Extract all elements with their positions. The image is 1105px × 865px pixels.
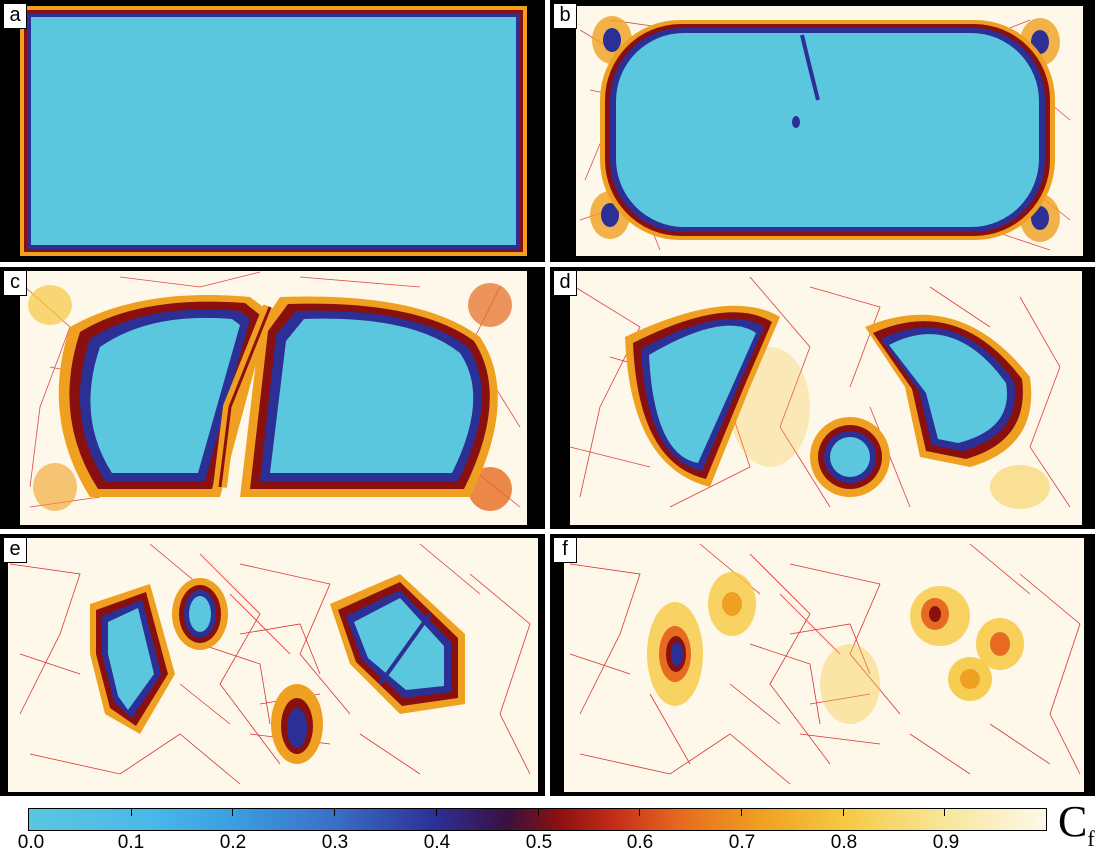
panel-f-image <box>564 538 1084 792</box>
colorbar-tick-label: 0.6 <box>626 832 654 853</box>
colorbar-tick-label: 0.9 <box>932 832 960 853</box>
panel-e-label: e <box>3 537 27 563</box>
colorbar-tick <box>435 809 437 816</box>
panel-b: b <box>550 0 1095 262</box>
panel-d-image <box>569 271 1082 525</box>
colorbar-tick-label: 0.0 <box>17 832 45 853</box>
panel-b-image <box>576 6 1083 256</box>
colorbar-title-main: C <box>1058 797 1088 846</box>
colorbar-title: Cf <box>1058 800 1095 861</box>
colorbar-tick-label: 0.1 <box>117 832 145 853</box>
colorbar-tick-label: 0.8 <box>830 832 858 853</box>
colorbar-tick-label: 0.3 <box>321 832 349 853</box>
panel-d-label: d <box>553 270 577 296</box>
panel-a-label: a <box>3 3 27 29</box>
colorbar <box>28 808 1047 831</box>
panel-a-image <box>0 0 545 262</box>
colorbar-tick-label: 0.2 <box>219 832 247 853</box>
panel-a: a <box>0 0 545 262</box>
panel-c-image <box>20 271 527 525</box>
panel-c-label: c <box>3 270 27 296</box>
colorbar-tick <box>334 809 336 816</box>
panel-b-label: b <box>553 3 577 29</box>
panel-f-label: f <box>553 537 577 563</box>
colorbar-tick-label: 0.5 <box>525 832 553 853</box>
colorbar-tick <box>232 809 234 816</box>
panel-c: c <box>0 267 545 529</box>
colorbar-tick <box>740 809 742 816</box>
panel-f: f <box>550 534 1095 796</box>
colorbar-tick-label: 0.7 <box>728 832 756 853</box>
colorbar-title-subscript: f <box>1087 825 1095 851</box>
panel-d: d <box>550 267 1095 529</box>
panel-e: e <box>0 534 545 796</box>
colorbar-tick <box>130 809 132 816</box>
colorbar-tick <box>639 809 641 816</box>
panel-e-image <box>8 538 538 792</box>
colorbar-tick <box>537 809 539 816</box>
colorbar-tick <box>842 809 844 816</box>
colorbar-tick-label: 0.4 <box>423 832 451 853</box>
colorbar-tick <box>944 809 946 816</box>
